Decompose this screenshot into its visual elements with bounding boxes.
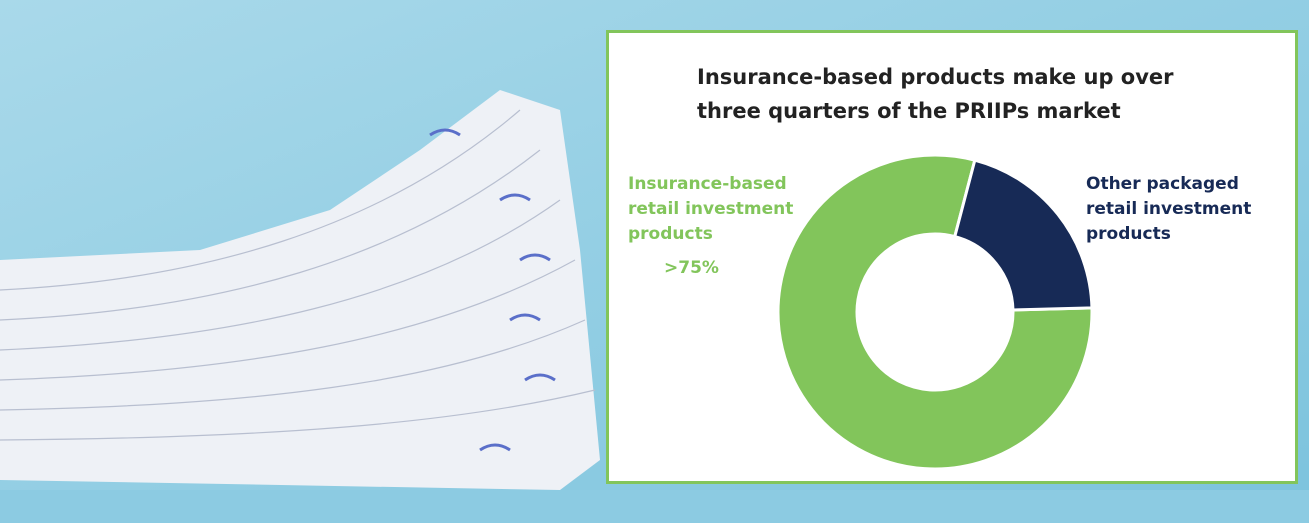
slice-label: Other packaged retail investment product… <box>1086 174 1252 244</box>
donut-slice <box>776 153 1094 471</box>
donut-slice <box>952 158 1094 312</box>
chart-title: Insurance-based products make up over th… <box>697 65 1174 123</box>
slice-label: Insurance-based retail investment produc… <box>628 174 794 244</box>
annotation: >75% <box>664 258 719 278</box>
